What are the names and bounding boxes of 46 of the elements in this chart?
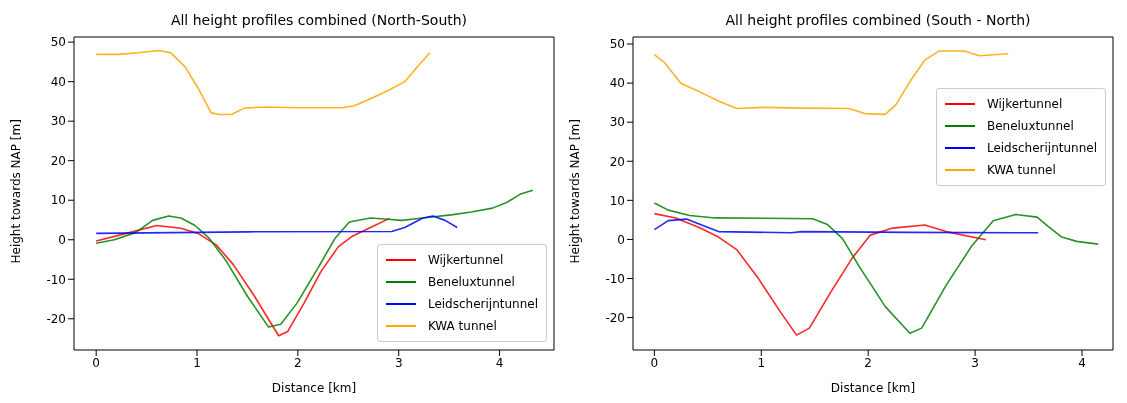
x-tick-label: 3	[971, 355, 979, 370]
legend-label: Beneluxtunnel	[986, 119, 1074, 133]
line-series	[653, 212, 987, 336]
line-series	[95, 217, 391, 337]
y-axis-title: Height towards NAP [m]	[9, 119, 24, 264]
x-tick-label: 2	[864, 355, 873, 370]
x-tick-label: 0	[92, 355, 101, 370]
legend-label: Beneluxtunnel	[427, 275, 515, 289]
x-tick-label: 3	[394, 355, 403, 370]
y-tick-label: 40	[609, 76, 625, 91]
x-axis-title: Distance [km]	[830, 381, 916, 395]
y-tick-label: -10	[46, 272, 66, 287]
y-tick-label: 50	[609, 37, 625, 52]
x-tick-label: 4	[495, 355, 504, 370]
legend-label: Leidscherijntunnel	[427, 297, 538, 311]
y-tick-label: -20	[46, 312, 66, 327]
y-tick-label: -20	[605, 310, 625, 325]
x-tick-label: 1	[193, 355, 201, 370]
y-tick-label: 30	[609, 115, 625, 130]
legend-label: KWA tunnel	[986, 163, 1056, 177]
y-tick-label: 20	[609, 154, 625, 169]
y-tick-label: 0	[617, 232, 625, 247]
y-tick-label: 10	[609, 193, 625, 208]
x-tick-label: 4	[1078, 355, 1086, 370]
line-series	[653, 218, 1039, 234]
x-tick-label: 1	[757, 355, 766, 370]
y-tick-label: -10	[605, 271, 625, 286]
line-series	[95, 215, 458, 235]
y-tick-label: 0	[58, 233, 66, 247]
chart-title: All height profiles combined (South - North)	[724, 12, 1032, 28]
y-tick-label: 40	[50, 74, 66, 89]
legend-label: Wijkertunnel	[427, 253, 504, 267]
legend-label: Leidscherijntunnel	[986, 141, 1097, 155]
legend-label: KWA tunnel	[427, 319, 497, 333]
chart-title: All height profiles combined (North-South)	[169, 12, 469, 28]
y-tick-label: 50	[50, 35, 66, 50]
y-tick-label: 30	[50, 114, 66, 129]
line-series	[95, 49, 431, 116]
y-tick-label: 10	[50, 193, 66, 208]
x-axis-title: Distance [km]	[271, 381, 357, 395]
x-tick-label: 0	[650, 355, 659, 370]
line-series	[653, 202, 1099, 334]
legend-label: Wijkertunnel	[986, 97, 1063, 111]
y-tick-label: 20	[50, 153, 66, 168]
x-tick-label: 2	[294, 355, 302, 370]
y-axis-title: Height towards NAP [m]	[568, 119, 583, 264]
